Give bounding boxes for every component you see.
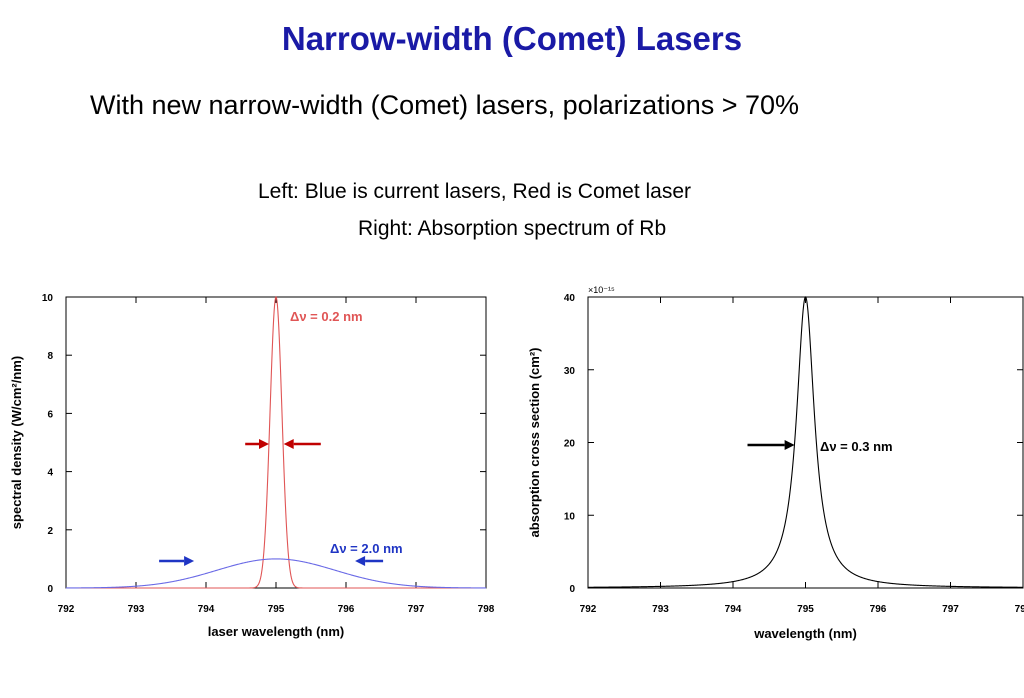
y-axis-label: absorption cross section (cm²) — [527, 348, 542, 538]
absorption-cross-section-chart: 792 793 794 795 796 797 798 0 10 20 30 40 wavelength… — [527, 285, 1024, 641]
x-tick-label: 794 — [725, 604, 742, 615]
series-line-1 — [66, 558, 486, 589]
y-tick-label: 30 — [564, 366, 576, 377]
blue-arrow-left — [159, 556, 195, 566]
x-tick-label: 796 — [338, 604, 355, 615]
series-line-0 — [588, 296, 1023, 588]
x-tick-label: 793 — [128, 604, 145, 615]
blue-arrow-right-head — [355, 556, 366, 566]
y-tick-label: 0 — [47, 584, 53, 595]
spectral-density-chart: 792 793 794 795 796 797 798 0 2 4 6 8 10 laser wavele… — [9, 293, 495, 639]
y-tick-label: 4 — [47, 468, 53, 479]
x-tick-label: 795 — [797, 604, 814, 615]
x-tick-label: 796 — [870, 604, 887, 615]
x-axis-label: wavelength (nm) — [753, 626, 857, 641]
blue-arrow-right — [355, 556, 384, 566]
y-tick-label: 2 — [47, 526, 53, 537]
y-tick-label: 8 — [47, 351, 53, 362]
x-tick-label: 793 — [652, 604, 669, 615]
y-tick-label: 0 — [569, 584, 575, 595]
comet-linewidth-label: Δν = 0.2 nm — [290, 309, 363, 324]
absorption-linewidth-label: Δν = 0.3 nm — [820, 439, 893, 454]
red-arrow-left — [245, 439, 269, 449]
y-tick-label: 20 — [564, 439, 576, 450]
slide-subtitle: With new narrow-width (Comet) lasers, po… — [90, 90, 800, 120]
red-arrow-right-head — [283, 439, 294, 449]
y-tick-label: 6 — [47, 409, 53, 420]
y-tick-label: 10 — [42, 293, 54, 304]
red-arrow-right — [283, 439, 321, 449]
x-tick-label: 797 — [942, 604, 959, 615]
x-tick-label: 798 — [478, 604, 495, 615]
y-multiplier-label: ×10⁻¹⁵ — [588, 285, 615, 295]
x-axis-label: laser wavelength (nm) — [208, 624, 345, 639]
caption-left: Left: Blue is current lasers, Red is Com… — [258, 180, 692, 203]
x-tick-label: 797 — [408, 604, 425, 615]
series-line-0 — [66, 295, 486, 589]
y-tick-label: 40 — [564, 293, 576, 304]
plot-frame — [65, 296, 487, 589]
black-arrow-head — [784, 440, 795, 450]
black-arrow — [747, 440, 795, 450]
slide-title: Narrow-width (Comet) Lasers — [281, 20, 743, 57]
x-tick-label: 794 — [198, 604, 215, 615]
red-arrow-left-head — [259, 439, 269, 449]
current-laser-linewidth-label: Δν = 2.0 nm — [330, 541, 403, 556]
x-tick-label: 798 — [1015, 604, 1024, 615]
x-tick-label: 795 — [268, 604, 285, 615]
y-axis-label: spectral density (W/cm²/nm) — [9, 356, 24, 529]
y-tick-label: 10 — [564, 511, 576, 522]
blue-arrow-left-head — [184, 556, 195, 566]
caption-right: Right: Absorption spectrum of Rb — [358, 217, 667, 240]
x-tick-label: 792 — [58, 604, 75, 615]
plot-frame — [587, 296, 1024, 589]
x-tick-label: 792 — [580, 604, 597, 615]
